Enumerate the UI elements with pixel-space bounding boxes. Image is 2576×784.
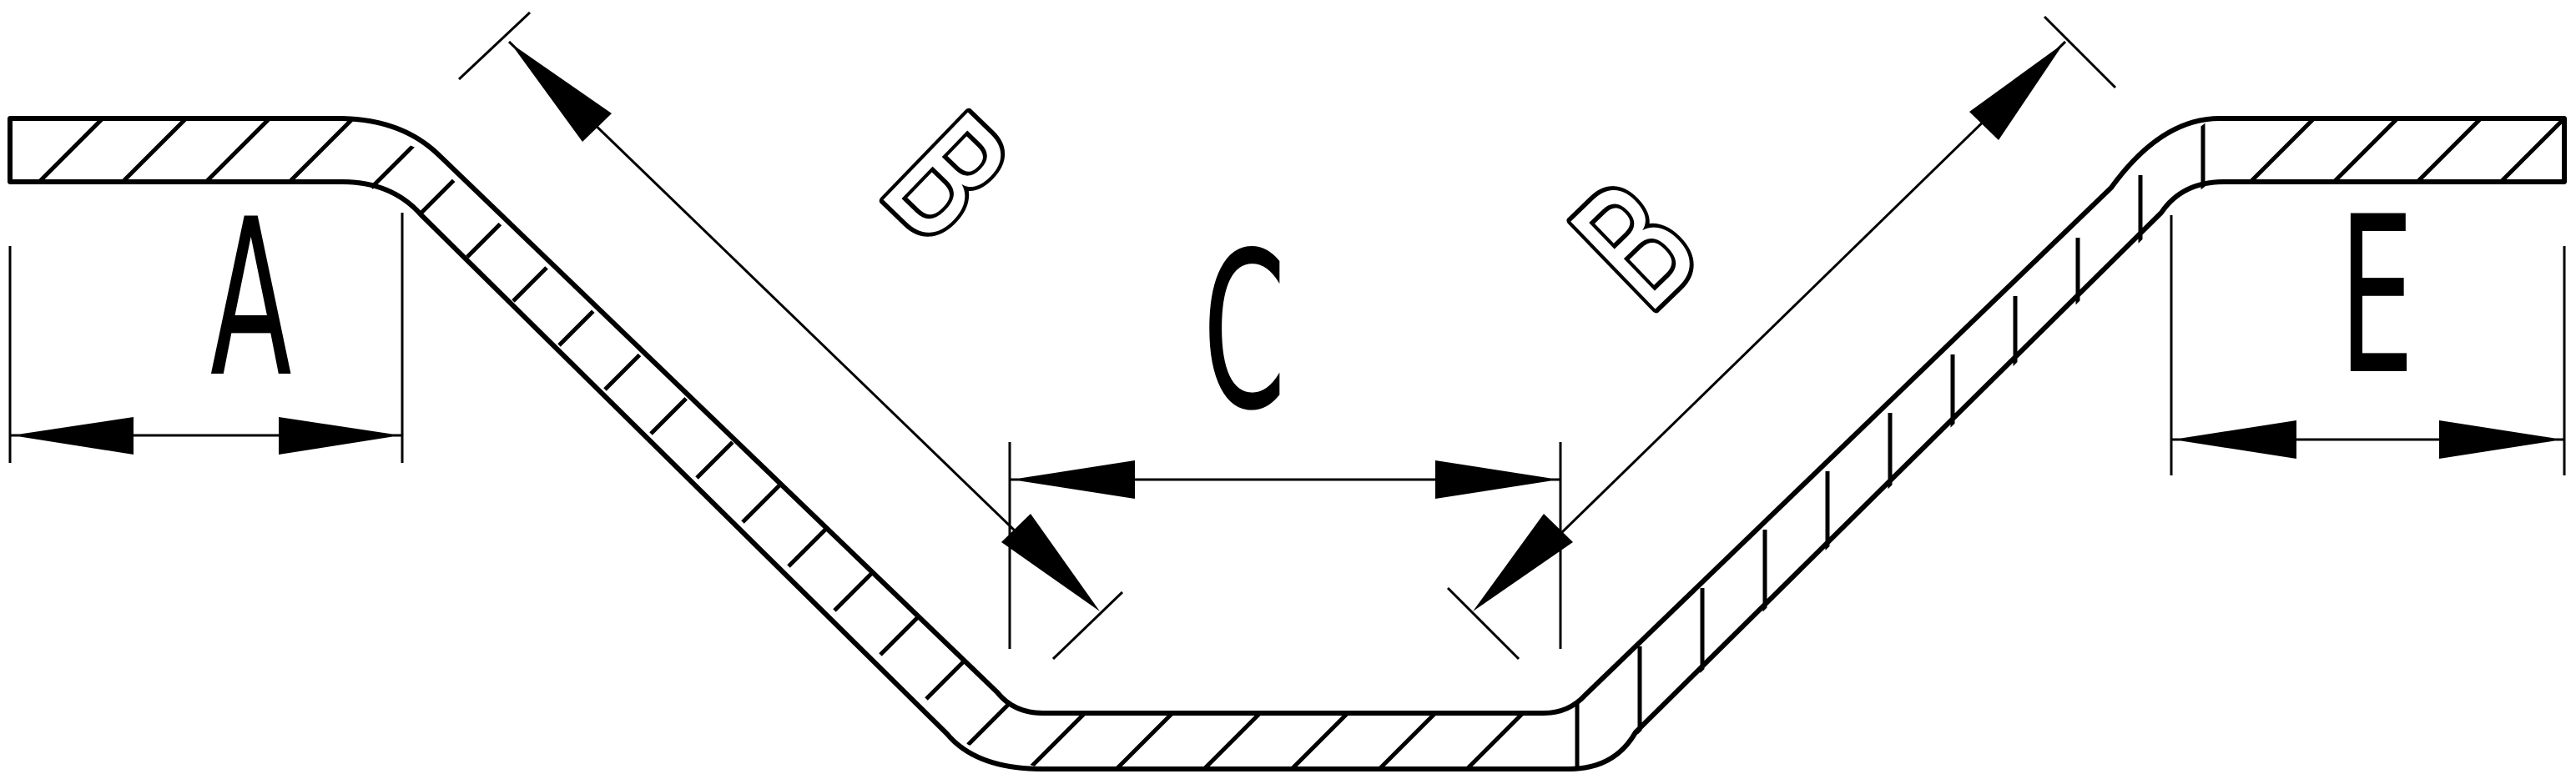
dimension-b-right-extension-top (2043, 15, 2117, 89)
dimension-b-left-extension-top (457, 11, 532, 81)
dimension-b-left-arrow-top (511, 43, 612, 142)
dimension-a (8, 213, 404, 463)
dimension-b-right-extension-bottom (1446, 586, 1520, 661)
dimension-b-right (1446, 15, 2117, 661)
dimension-e-arrow-right (2439, 420, 2563, 459)
dimension-c-arrow-right (1435, 460, 1559, 499)
dimension-b-right-line (1559, 40, 2067, 535)
dimension-b-right-arrow-bottom (1473, 514, 1573, 611)
dimension-a-arrow-right (279, 417, 401, 455)
dimension-b-left-extension-bottom (1051, 591, 1124, 661)
dimension-c-label: C (1202, 207, 1286, 459)
dimension-b-left-arrow-bottom (1001, 514, 1100, 611)
dimension-b-left (457, 11, 1124, 661)
dimension-c-arrow-left (1011, 460, 1135, 499)
section-hatching (32, 118, 2564, 769)
dimension-b-right-label: B (1539, 147, 1736, 346)
dimension-b-left-label: B (847, 80, 1044, 279)
profile-outline (8, 116, 2567, 771)
dimension-e (2170, 215, 2566, 475)
dimension-c (1008, 442, 1562, 649)
dimension-a-arrow-left (12, 417, 134, 455)
sheet-profile (8, 116, 2567, 771)
dimension-a-label: A (210, 173, 292, 425)
dimension-e-arrow-left (2173, 420, 2296, 459)
dimension-b-right-arrow-top (1969, 43, 2064, 140)
dimension-e-label: E (2339, 171, 2414, 423)
